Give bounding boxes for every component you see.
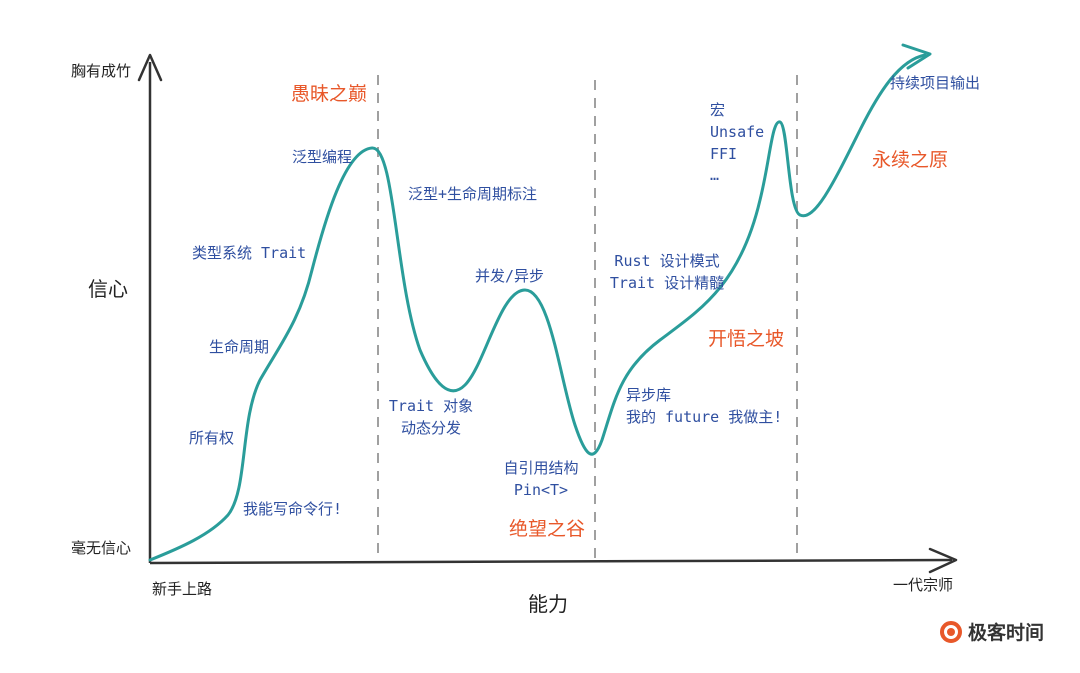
annotation-self-ref: 自引用结构 Pin<T>: [503, 459, 579, 499]
brand-name: 极客时间: [968, 622, 1045, 644]
brand-logo-icon: [940, 620, 962, 643]
y-axis-middle-label: 信心: [88, 277, 128, 301]
annotation-lifetime: 生命周期: [209, 338, 270, 356]
x-axis-left-label: 新手上路: [152, 580, 213, 598]
y-axis-bottom-label: 毫无信心: [71, 539, 132, 557]
annotation-trait-object: Trait 对象 动态分发: [388, 397, 474, 437]
x-axis-arrowhead: [928, 547, 958, 574]
stage-plateau-of-sustainability: 永续之原: [872, 149, 949, 171]
annotation-design: Rust 设计模式 Trait 设计精髓: [609, 252, 725, 292]
y-axis-arrowhead: [137, 53, 163, 82]
stage-slope-of-enlightenment: 开悟之坡: [708, 328, 785, 350]
annotation-generics-lifetime: 泛型+生命周期标注: [408, 185, 538, 203]
stage-peak-of-ignorance: 愚昧之巅: [291, 83, 368, 105]
x-axis-middle-label: 能力: [528, 592, 568, 616]
annotation-type-system: 类型系统 Trait: [192, 244, 307, 262]
annotation-generics: 泛型编程: [292, 148, 353, 166]
brand-logo: 极客时间: [940, 618, 1044, 645]
x-axis-right-label: 一代宗师: [893, 576, 954, 594]
annotation-advanced: 宏 Unsafe FFI …: [710, 101, 765, 185]
x-axis: [149, 558, 953, 565]
confidence-curve: [148, 53, 927, 562]
annotation-project: 持续项目输出: [890, 74, 981, 92]
annotation-concurrency: 并发/异步: [475, 267, 545, 285]
stage-valley-of-despair: 绝望之谷: [509, 518, 586, 540]
annotation-ownership: 所有权: [189, 429, 235, 447]
annotation-async-lib: 异步库 我的 future 我做主!: [626, 386, 783, 426]
annotation-cli: 我能写命令行!: [243, 500, 343, 518]
y-axis-top-label: 胸有成竹: [71, 62, 132, 80]
curve-arrowhead: [901, 43, 932, 70]
